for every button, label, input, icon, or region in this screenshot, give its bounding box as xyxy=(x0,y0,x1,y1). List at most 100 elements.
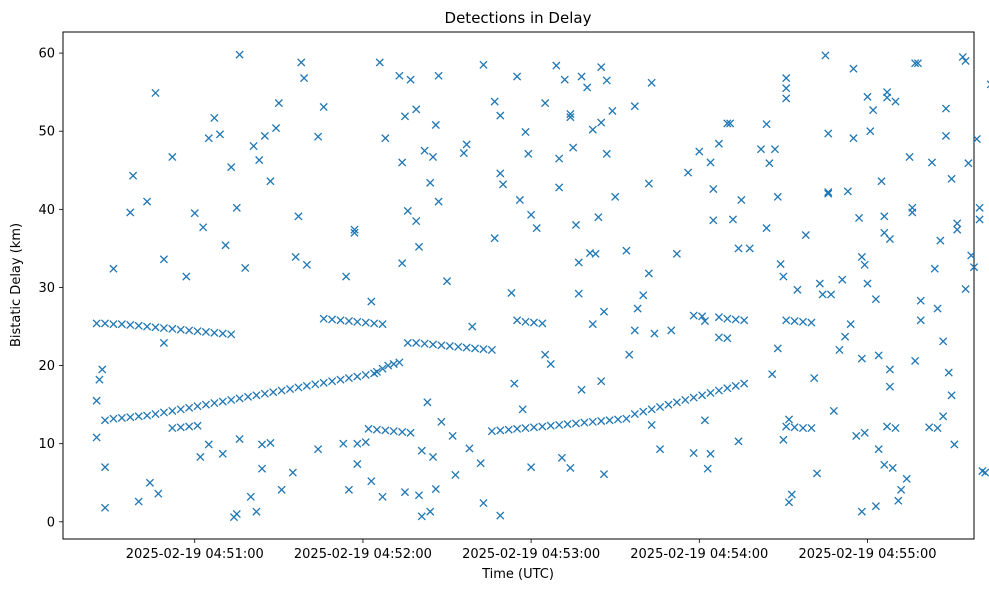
data-point xyxy=(462,343,471,352)
data-point xyxy=(784,415,794,424)
data-point xyxy=(487,427,496,436)
data-point xyxy=(599,307,609,316)
data-point xyxy=(342,272,351,281)
data-point xyxy=(714,333,723,342)
data-point xyxy=(243,392,253,401)
data-point xyxy=(434,71,443,80)
data-point xyxy=(350,228,359,237)
data-point xyxy=(597,63,606,72)
data-point xyxy=(877,177,886,186)
data-point xyxy=(947,174,956,183)
data-point xyxy=(344,485,353,494)
data-point xyxy=(849,64,858,73)
data-point xyxy=(451,470,460,480)
data-point xyxy=(232,509,241,519)
data-point xyxy=(883,93,892,102)
data-point xyxy=(288,468,297,477)
data-point xyxy=(204,440,213,449)
data-point xyxy=(647,405,656,414)
data-point xyxy=(787,490,796,499)
data-point xyxy=(622,414,631,423)
x-tick-label: 2025-02-19 04:55:00 xyxy=(798,547,936,562)
data-point xyxy=(426,178,435,187)
data-point xyxy=(314,132,323,141)
data-point xyxy=(762,120,771,129)
data-point xyxy=(302,381,311,390)
data-point xyxy=(521,424,530,433)
data-point xyxy=(423,398,432,407)
data-point xyxy=(622,246,631,255)
data-point xyxy=(597,118,606,127)
data-point xyxy=(126,320,135,330)
data-point xyxy=(300,74,309,83)
data-point xyxy=(734,437,743,446)
data-point xyxy=(644,269,653,278)
data-point xyxy=(608,106,617,115)
data-point xyxy=(465,444,474,453)
data-point xyxy=(434,197,443,206)
data-series xyxy=(92,50,989,522)
data-point xyxy=(897,485,906,494)
data-point xyxy=(625,350,634,359)
data-point xyxy=(911,59,920,68)
data-point xyxy=(527,463,536,472)
data-point xyxy=(709,216,718,225)
data-point xyxy=(496,426,505,435)
data-point xyxy=(726,119,735,128)
data-point xyxy=(838,275,847,284)
data-point xyxy=(807,424,816,433)
data-point xyxy=(541,99,550,108)
data-point xyxy=(930,264,939,273)
data-point xyxy=(168,152,177,162)
data-point xyxy=(703,464,712,473)
data-point xyxy=(95,375,104,384)
data-point xyxy=(655,402,665,412)
data-point xyxy=(319,102,328,112)
data-point xyxy=(866,127,875,136)
data-point xyxy=(731,315,740,324)
data-point xyxy=(734,244,743,253)
data-point xyxy=(947,391,956,400)
data-point xyxy=(768,370,777,379)
data-point xyxy=(888,463,897,472)
data-point xyxy=(700,416,709,425)
data-point xyxy=(555,183,564,192)
data-point xyxy=(428,452,438,462)
data-point xyxy=(740,316,749,325)
y-tick-label: 40 xyxy=(38,203,55,218)
data-point xyxy=(602,149,611,158)
data-point xyxy=(546,359,555,369)
data-point xyxy=(235,434,244,444)
x-tick-label: 2025-02-19 04:54:00 xyxy=(630,547,768,562)
data-point xyxy=(159,408,168,417)
data-point xyxy=(353,459,362,469)
data-point xyxy=(100,503,110,512)
data-point xyxy=(810,374,819,383)
data-point xyxy=(529,423,538,432)
data-point xyxy=(462,140,471,149)
data-point xyxy=(375,58,384,67)
data-point xyxy=(100,319,110,328)
data-point xyxy=(185,403,194,412)
data-point xyxy=(98,365,107,374)
data-point xyxy=(843,187,852,196)
data-point xyxy=(961,56,970,65)
data-point xyxy=(826,290,836,299)
data-point xyxy=(611,192,620,201)
data-point xyxy=(210,328,219,337)
data-point xyxy=(577,385,586,394)
data-point xyxy=(779,272,788,281)
data-point xyxy=(185,422,194,431)
data-point xyxy=(585,249,595,258)
data-point xyxy=(874,351,883,360)
y-tick-label: 60 xyxy=(38,47,55,62)
data-point xyxy=(860,260,869,269)
data-point xyxy=(905,152,914,162)
data-point xyxy=(159,255,168,264)
data-point xyxy=(490,234,499,243)
data-point xyxy=(361,370,370,380)
data-point xyxy=(925,423,934,432)
data-point xyxy=(684,168,693,177)
data-point xyxy=(109,264,118,273)
data-point xyxy=(706,449,715,458)
